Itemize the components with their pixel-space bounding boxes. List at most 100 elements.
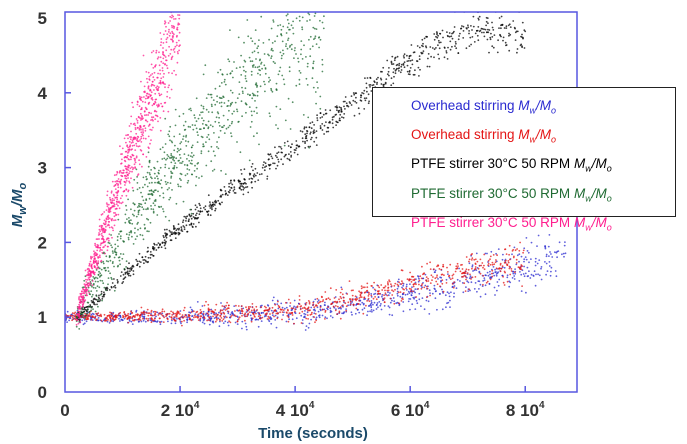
data-point (85, 281, 88, 283)
data-point (412, 279, 414, 281)
data-point (150, 169, 153, 171)
data-point (289, 151, 292, 153)
data-point (115, 213, 118, 216)
data-point (188, 224, 191, 226)
data-point (148, 172, 151, 174)
data-point (217, 199, 220, 202)
data-point (242, 307, 245, 310)
data-point (359, 99, 362, 102)
data-point (488, 29, 491, 31)
data-point (370, 306, 373, 309)
data-point (370, 296, 373, 298)
data-point (86, 289, 88, 292)
data-point (445, 282, 448, 284)
data-point (197, 210, 200, 212)
data-point (114, 219, 117, 222)
data-point (158, 206, 161, 209)
data-point (414, 288, 417, 290)
data-point (240, 173, 243, 175)
data-point (409, 298, 412, 300)
data-point (339, 317, 342, 320)
data-point (413, 282, 416, 285)
data-point (175, 9, 177, 11)
data-point (321, 116, 324, 118)
data-point (465, 286, 467, 288)
data-point (236, 97, 239, 99)
data-point (126, 314, 128, 317)
data-point (514, 39, 517, 41)
data-point (177, 2, 179, 4)
data-point (123, 317, 126, 320)
data-point (116, 315, 118, 317)
data-point (340, 286, 343, 289)
data-point (305, 77, 308, 80)
data-point (91, 285, 93, 288)
data-point (244, 87, 247, 90)
data-point (171, 314, 174, 316)
data-point (171, 36, 174, 39)
data-point (418, 277, 420, 280)
data-point (327, 297, 330, 300)
data-point (129, 317, 132, 319)
data-point (233, 179, 236, 182)
data-point (503, 270, 506, 273)
data-point (254, 100, 256, 102)
data-point (264, 72, 267, 75)
data-point (109, 319, 112, 322)
data-point (521, 285, 523, 287)
data-point (536, 262, 539, 265)
data-point (293, 305, 295, 308)
data-point (107, 209, 110, 211)
data-point (218, 116, 221, 119)
data-point (377, 296, 380, 299)
data-point (509, 33, 512, 36)
data-point (165, 25, 167, 28)
data-point (129, 167, 132, 170)
data-point (489, 258, 491, 261)
data-point (113, 224, 116, 227)
data-point (136, 119, 139, 122)
data-point (79, 316, 81, 319)
series-1 (65, 241, 525, 327)
data-point (511, 250, 514, 252)
data-point (162, 82, 164, 84)
data-point (152, 254, 155, 257)
data-point (307, 326, 310, 329)
data-point (473, 41, 476, 43)
data-point (548, 234, 551, 236)
data-point (429, 282, 432, 284)
data-point (467, 290, 470, 292)
data-point (487, 22, 489, 25)
data-point (392, 71, 395, 74)
data-point (115, 191, 118, 194)
data-point (132, 189, 135, 192)
data-point (545, 273, 547, 276)
data-point (131, 213, 134, 216)
data-point (262, 164, 265, 166)
data-point (295, 140, 298, 142)
data-point (227, 118, 229, 121)
data-point (165, 158, 167, 161)
data-point (152, 50, 155, 52)
data-point (180, 226, 183, 229)
data-point (251, 97, 254, 100)
data-point (483, 268, 486, 271)
data-point (152, 319, 154, 322)
data-point (143, 318, 146, 320)
data-point (116, 180, 119, 183)
data-point (433, 268, 435, 271)
data-point (153, 110, 156, 113)
data-point (554, 270, 557, 272)
data-point (290, 146, 292, 149)
data-point (205, 97, 208, 99)
data-point (468, 258, 471, 261)
data-point (229, 189, 231, 192)
data-point (392, 82, 395, 85)
data-point (215, 315, 218, 318)
data-point (196, 131, 199, 134)
data-point (167, 54, 170, 57)
data-point (477, 26, 480, 28)
data-point (358, 297, 361, 299)
data-point (268, 307, 271, 309)
data-point (516, 51, 518, 54)
